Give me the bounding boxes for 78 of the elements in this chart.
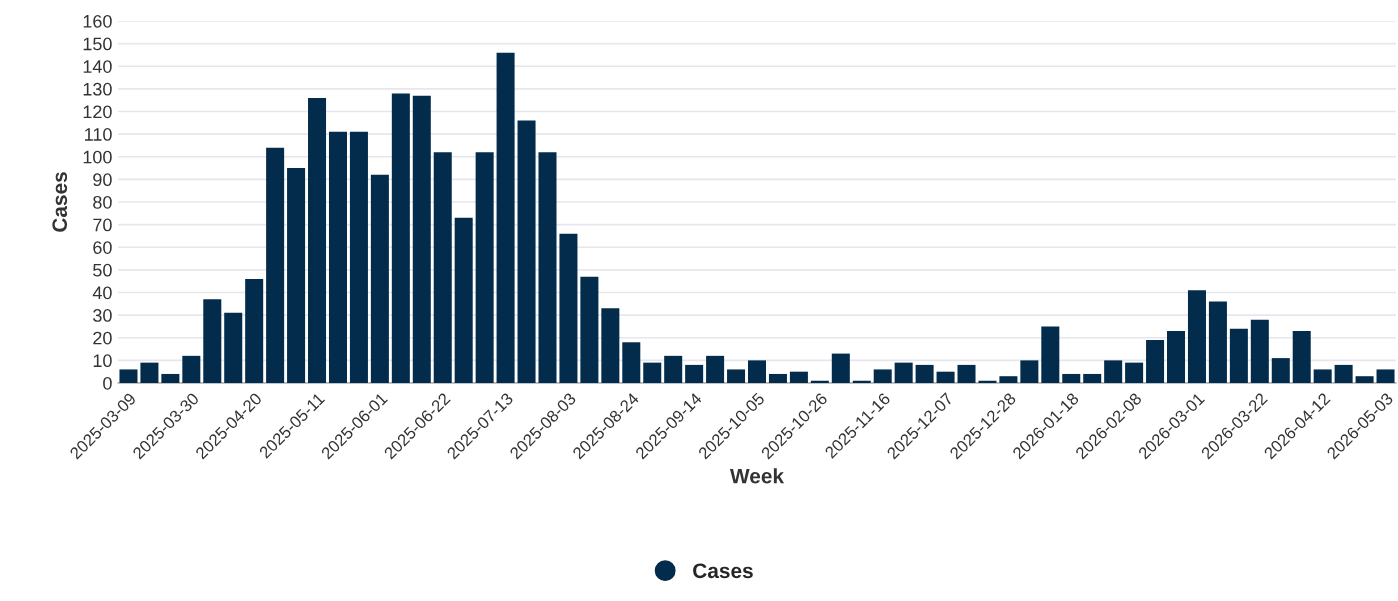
bar [496, 52, 515, 383]
bar [287, 168, 306, 383]
bar [119, 369, 138, 383]
bar [391, 93, 410, 383]
y-tick-label: 90 [93, 173, 112, 187]
y-tick-label: 100 [83, 150, 112, 164]
bar [1229, 328, 1248, 383]
bar [643, 362, 662, 383]
y-tick-label: 20 [93, 331, 112, 345]
y-tick-label: 10 [93, 354, 112, 368]
bar [601, 308, 620, 383]
y-tick-label: 0 [103, 376, 112, 390]
bar [182, 355, 201, 383]
y-tick-label: 110 [85, 128, 112, 141]
bar [517, 120, 536, 383]
bar [161, 373, 180, 383]
bar [140, 362, 159, 383]
bar [1104, 360, 1123, 383]
bar [622, 342, 641, 383]
bar [245, 278, 264, 383]
bar [266, 147, 285, 383]
bar [789, 371, 808, 383]
bar [999, 376, 1018, 383]
bar [308, 97, 327, 383]
y-axis-title: Cases [52, 172, 68, 232]
bar [1062, 373, 1081, 383]
legend-label: Cases [693, 563, 753, 579]
bar [412, 95, 431, 383]
bar [475, 152, 494, 383]
bar [706, 355, 725, 383]
y-tick-label: 140 [83, 60, 112, 73]
bar [224, 312, 243, 383]
y-tick-label: 160 [83, 14, 112, 28]
bar [768, 373, 787, 383]
bar [328, 131, 347, 383]
bar [1020, 360, 1039, 383]
bar [203, 299, 222, 383]
bar [559, 233, 578, 383]
bar [1355, 376, 1374, 383]
bar [433, 152, 452, 383]
bar [1208, 301, 1227, 383]
y-tick-label: 130 [83, 82, 112, 96]
y-tick-label: 40 [92, 286, 112, 300]
bar [664, 355, 683, 383]
bar [936, 371, 955, 383]
y-tick-label: 120 [83, 105, 112, 119]
bar [1083, 373, 1102, 383]
y-tick-label: 150 [83, 37, 112, 51]
bar [349, 131, 368, 383]
y-tick-label: 30 [93, 309, 112, 322]
bar [915, 364, 934, 383]
y-tick-label: 80 [93, 195, 112, 209]
bar [370, 174, 389, 383]
bar [831, 353, 850, 383]
bar [1313, 369, 1332, 383]
bar [538, 152, 557, 383]
bar [957, 364, 976, 383]
x-axis-title: Week [729, 468, 785, 484]
bar [873, 369, 892, 383]
bar [1376, 369, 1395, 383]
bar [1167, 330, 1186, 383]
bar [1146, 340, 1165, 383]
bar [1041, 326, 1060, 383]
bar [894, 362, 913, 383]
y-tick-label: 60 [93, 241, 112, 254]
bar [1292, 330, 1311, 383]
bar [747, 360, 767, 383]
bar [580, 276, 599, 383]
bar [727, 369, 746, 383]
bar [1187, 290, 1206, 383]
bar [1271, 358, 1290, 383]
bar [1125, 362, 1144, 383]
bar [454, 217, 473, 383]
bar [685, 364, 704, 383]
bar [1334, 364, 1353, 383]
y-tick-label: 50 [93, 263, 112, 277]
bar [1250, 319, 1269, 383]
y-tick-label: 70 [93, 218, 112, 232]
